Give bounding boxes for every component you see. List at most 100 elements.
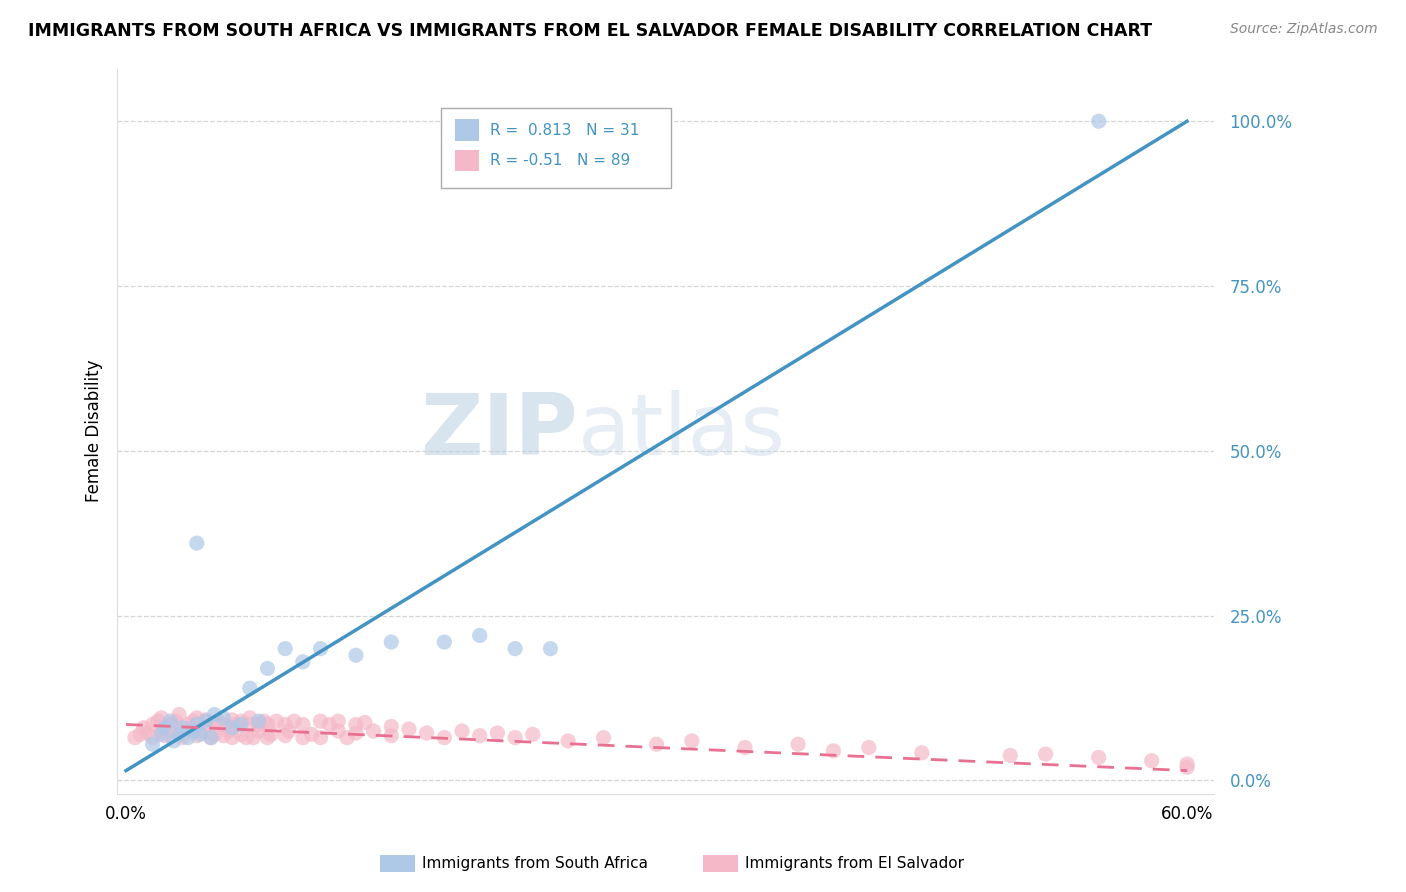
Point	[159, 714, 181, 728]
Point	[163, 734, 186, 748]
Point	[239, 711, 262, 725]
Point	[823, 744, 845, 758]
Text: R =  0.813   N = 31: R = 0.813 N = 31	[489, 123, 640, 137]
Point	[229, 727, 252, 741]
Point	[1175, 757, 1198, 772]
Point	[247, 717, 270, 731]
Point	[167, 727, 190, 741]
Point	[1175, 760, 1198, 774]
Point	[194, 713, 217, 727]
Point	[301, 727, 323, 741]
Point	[177, 731, 200, 745]
Point	[911, 746, 934, 760]
Point	[221, 721, 243, 735]
Point	[1035, 747, 1057, 761]
Point	[344, 726, 367, 740]
Point	[186, 711, 208, 725]
Point	[486, 726, 509, 740]
Point	[159, 717, 181, 731]
Point	[124, 731, 146, 745]
Point	[318, 717, 340, 731]
Text: atlas: atlas	[578, 390, 786, 473]
Point	[309, 641, 332, 656]
Point	[256, 731, 278, 745]
Point	[167, 727, 190, 741]
Point	[194, 714, 217, 728]
Point	[172, 731, 194, 745]
Point	[207, 714, 229, 728]
Point	[309, 714, 332, 728]
Point	[291, 717, 314, 731]
Point	[451, 724, 474, 739]
Point	[380, 719, 402, 733]
Point	[681, 734, 703, 748]
Y-axis label: Female Disability: Female Disability	[86, 359, 103, 502]
Point	[186, 536, 208, 550]
Point	[194, 721, 217, 735]
Text: ZIP: ZIP	[420, 390, 578, 473]
Point	[433, 731, 456, 745]
Point	[256, 661, 278, 675]
Point	[415, 726, 437, 740]
Point	[181, 714, 204, 728]
Point	[172, 721, 194, 735]
Point	[177, 724, 200, 739]
Bar	[456, 150, 479, 171]
Point	[204, 717, 226, 731]
Point	[1087, 750, 1109, 764]
Point	[204, 727, 226, 741]
Point	[165, 714, 187, 728]
FancyBboxPatch shape	[440, 109, 671, 188]
Point	[557, 734, 579, 748]
Text: Immigrants from South Africa: Immigrants from South Africa	[422, 856, 648, 871]
Point	[204, 707, 226, 722]
Point	[153, 729, 176, 743]
Point	[291, 731, 314, 745]
Point	[239, 681, 262, 696]
Point	[309, 731, 332, 745]
Point	[247, 724, 270, 739]
Point	[221, 731, 243, 745]
Text: IMMIGRANTS FROM SOUTH AFRICA VS IMMIGRANTS FROM EL SALVADOR FEMALE DISABILITY CO: IMMIGRANTS FROM SOUTH AFRICA VS IMMIGRAN…	[28, 22, 1153, 40]
Point	[380, 635, 402, 649]
Point	[398, 722, 420, 736]
Point	[188, 727, 211, 741]
Point	[363, 724, 385, 739]
Point	[200, 731, 222, 745]
Point	[328, 724, 350, 739]
Point	[266, 714, 288, 728]
Point	[540, 641, 562, 656]
Point	[142, 737, 165, 751]
Point	[136, 726, 159, 740]
Point	[239, 717, 262, 731]
Point	[146, 714, 169, 728]
Point	[167, 707, 190, 722]
Point	[186, 717, 208, 731]
Point	[153, 721, 176, 735]
Point	[380, 729, 402, 743]
Point	[858, 740, 880, 755]
Point	[468, 729, 491, 743]
Point	[433, 635, 456, 649]
Point	[142, 731, 165, 745]
Point	[212, 717, 235, 731]
Point	[150, 711, 173, 725]
Text: Immigrants from El Salvador: Immigrants from El Salvador	[745, 856, 965, 871]
Point	[274, 717, 297, 731]
Point	[277, 724, 299, 739]
Point	[186, 729, 208, 743]
Point	[218, 724, 240, 739]
Point	[353, 715, 375, 730]
Point	[468, 628, 491, 642]
Point	[229, 714, 252, 728]
Point	[592, 731, 614, 745]
Point	[291, 655, 314, 669]
Point	[229, 717, 252, 731]
Text: R = -0.51   N = 89: R = -0.51 N = 89	[489, 153, 630, 168]
Point	[336, 731, 359, 745]
Bar	[456, 120, 479, 141]
Point	[1087, 114, 1109, 128]
Point	[221, 713, 243, 727]
Point	[159, 724, 181, 739]
Point	[181, 724, 204, 739]
